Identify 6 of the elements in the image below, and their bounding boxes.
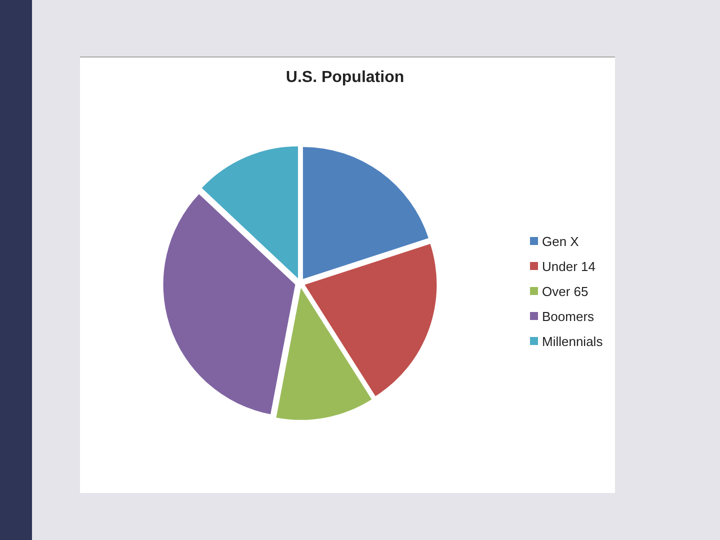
legend-label: Under 14 [542,259,596,274]
chart-title: U.S. Population [286,69,404,86]
legend-label: Boomers [542,309,595,324]
legend-label: Gen X [542,234,580,249]
legend-label: Millennials [542,334,604,349]
legend-label: Over 65 [542,284,588,299]
